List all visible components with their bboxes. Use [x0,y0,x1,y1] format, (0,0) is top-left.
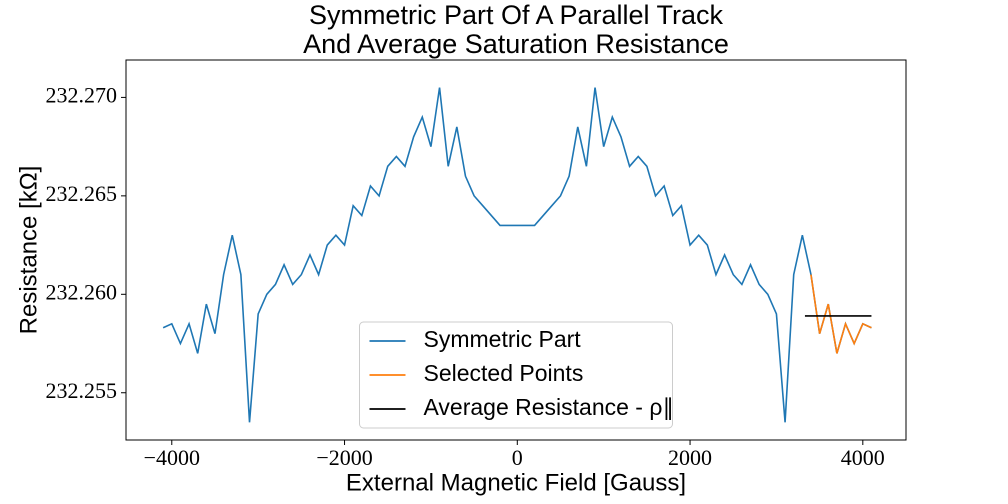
legend-label: Selected Points [424,360,584,386]
y-tick-label: 232.260 [46,279,118,304]
legend-label: Average Resistance - ρ∥ [424,394,674,420]
chart-title: And Average Saturation Resistance [303,29,729,59]
chart-title: Symmetric Part Of A Parallel Track [309,0,724,30]
legend-label: Symmetric Part [424,326,582,352]
legend: Symmetric Part Selected Points Average Res… [359,321,674,429]
series-line [810,274,872,354]
y-tick-label: 232.265 [46,181,118,206]
plot-frame [125,59,907,441]
y-axis-label: Resistance [kΩ] [15,166,42,335]
y-tick-label: 232.255 [46,378,118,403]
series-line [162,87,872,423]
x-tick-label: 4000 [841,445,885,470]
x-tick-label: 2000 [668,445,712,470]
y-tick-label: 232.270 [46,82,118,107]
x-tick-label: −2000 [316,445,372,470]
x-axis-label: External Magnetic Field [Gauss] [346,469,686,496]
x-tick-label: −4000 [144,445,200,470]
x-tick-label: 0 [512,445,523,470]
legend-box [359,321,673,429]
